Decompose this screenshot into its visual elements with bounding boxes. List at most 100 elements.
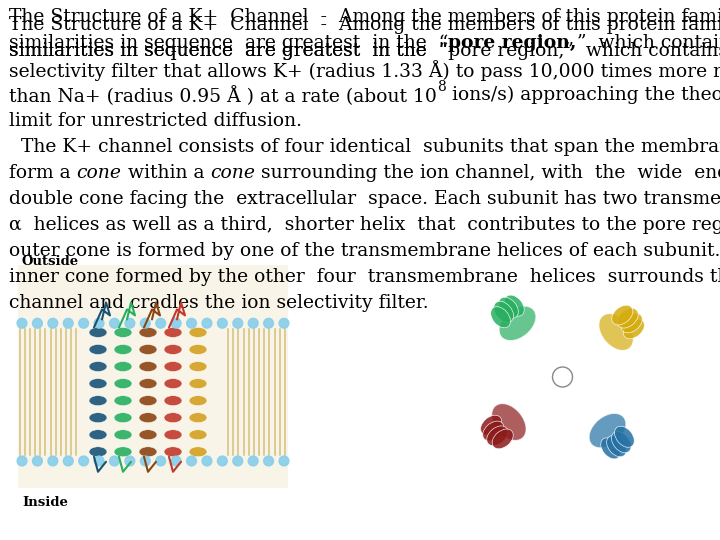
Ellipse shape — [164, 396, 182, 406]
Ellipse shape — [139, 327, 157, 338]
Ellipse shape — [189, 345, 207, 354]
Circle shape — [109, 319, 120, 328]
Circle shape — [248, 319, 258, 328]
Ellipse shape — [624, 319, 644, 339]
Ellipse shape — [89, 327, 107, 338]
Text: similarities in sequence  are greatest  in the  ": similarities in sequence are greatest in… — [9, 42, 448, 60]
Ellipse shape — [499, 306, 536, 341]
Ellipse shape — [139, 362, 157, 372]
Ellipse shape — [164, 413, 182, 423]
Ellipse shape — [481, 415, 502, 435]
Ellipse shape — [89, 447, 107, 457]
Circle shape — [63, 456, 73, 466]
Circle shape — [17, 319, 27, 328]
Ellipse shape — [114, 396, 132, 406]
Circle shape — [279, 456, 289, 466]
Circle shape — [140, 456, 150, 466]
Bar — [18, 265, 288, 488]
Circle shape — [156, 456, 166, 466]
Circle shape — [94, 319, 104, 328]
Text: ions/s) approaching the theoretical: ions/s) approaching the theoretical — [446, 86, 720, 104]
Ellipse shape — [492, 429, 513, 449]
Text: The Structure of a K+  Channel  -  Among the members of this protein family, the: The Structure of a K+ Channel - Among th… — [9, 8, 720, 26]
Circle shape — [279, 319, 289, 328]
Ellipse shape — [492, 403, 526, 441]
Circle shape — [78, 456, 89, 466]
Circle shape — [186, 319, 197, 328]
Ellipse shape — [189, 430, 207, 440]
Ellipse shape — [114, 430, 132, 440]
Circle shape — [140, 319, 150, 328]
Ellipse shape — [617, 308, 638, 328]
Text: double cone facing the  extracellular  space. Each subunit has two transmembrane: double cone facing the extracellular spa… — [9, 190, 720, 208]
Text: ”  which contains the ion: ” which contains the ion — [577, 34, 720, 52]
Ellipse shape — [139, 447, 157, 457]
Ellipse shape — [189, 327, 207, 338]
Text: within a: within a — [122, 164, 210, 182]
Ellipse shape — [164, 327, 182, 338]
Text: Inside: Inside — [22, 496, 68, 509]
Ellipse shape — [89, 362, 107, 372]
Ellipse shape — [494, 301, 513, 322]
Ellipse shape — [114, 413, 132, 423]
Ellipse shape — [487, 426, 508, 445]
Ellipse shape — [621, 313, 642, 333]
Text: outer cone is formed by one of the transmembrane helices of each subunit. The: outer cone is formed by one of the trans… — [9, 242, 720, 260]
Text: similarities in sequence  are greatest  in the  “: similarities in sequence are greatest in… — [9, 34, 449, 52]
Circle shape — [202, 319, 212, 328]
Ellipse shape — [139, 379, 157, 389]
Ellipse shape — [89, 430, 107, 440]
Text: cone: cone — [210, 164, 255, 182]
Text: similarities in sequence  are greatest  in the  “pore region,”  which contains t: similarities in sequence are greatest in… — [9, 42, 720, 60]
Ellipse shape — [89, 379, 107, 389]
Ellipse shape — [189, 362, 207, 372]
Circle shape — [233, 456, 243, 466]
Circle shape — [264, 456, 274, 466]
Text: The Structure of a K+  Channel  -  Among the members of this protein family, the: The Structure of a K+ Channel - Among th… — [9, 16, 720, 34]
Ellipse shape — [482, 421, 504, 441]
Ellipse shape — [615, 426, 634, 447]
Ellipse shape — [139, 430, 157, 440]
Text: The K+ channel consists of four identical  subunits that span the membrane and: The K+ channel consists of four identica… — [9, 138, 720, 156]
Circle shape — [17, 456, 27, 466]
Ellipse shape — [599, 314, 634, 350]
Ellipse shape — [89, 345, 107, 354]
Ellipse shape — [589, 414, 626, 448]
Text: form a: form a — [9, 164, 76, 182]
Ellipse shape — [607, 436, 626, 457]
Circle shape — [186, 456, 197, 466]
Text: inner cone formed by the other  four  transmembrane  helices  surrounds the ion: inner cone formed by the other four tran… — [9, 268, 720, 286]
Circle shape — [217, 319, 228, 328]
Ellipse shape — [189, 396, 207, 406]
Text: α  helices as well as a third,  shorter helix  that  contributes to the pore reg: α helices as well as a third, shorter he… — [9, 216, 720, 234]
Ellipse shape — [114, 362, 132, 372]
Ellipse shape — [89, 413, 107, 423]
Circle shape — [109, 456, 120, 466]
Text: than Na+ (radius 0.95 Å ) at a rate (about 10: than Na+ (radius 0.95 Å ) at a rate (abo… — [9, 86, 437, 106]
Circle shape — [217, 456, 228, 466]
Circle shape — [125, 456, 135, 466]
Ellipse shape — [164, 447, 182, 457]
Ellipse shape — [499, 297, 518, 318]
Ellipse shape — [189, 413, 207, 423]
Circle shape — [552, 367, 572, 387]
Ellipse shape — [600, 438, 621, 459]
Text: 8: 8 — [437, 80, 446, 94]
Ellipse shape — [139, 413, 157, 423]
Circle shape — [202, 456, 212, 466]
Circle shape — [32, 319, 42, 328]
Ellipse shape — [164, 362, 182, 372]
Text: limit for unrestricted diffusion.: limit for unrestricted diffusion. — [9, 112, 302, 130]
Circle shape — [233, 319, 243, 328]
Circle shape — [248, 456, 258, 466]
Ellipse shape — [611, 431, 631, 453]
Ellipse shape — [114, 345, 132, 354]
Ellipse shape — [505, 295, 524, 316]
Text: Outside: Outside — [22, 255, 79, 268]
Ellipse shape — [114, 447, 132, 457]
Ellipse shape — [89, 396, 107, 406]
Circle shape — [156, 319, 166, 328]
Circle shape — [78, 319, 89, 328]
Ellipse shape — [139, 345, 157, 354]
Ellipse shape — [164, 430, 182, 440]
